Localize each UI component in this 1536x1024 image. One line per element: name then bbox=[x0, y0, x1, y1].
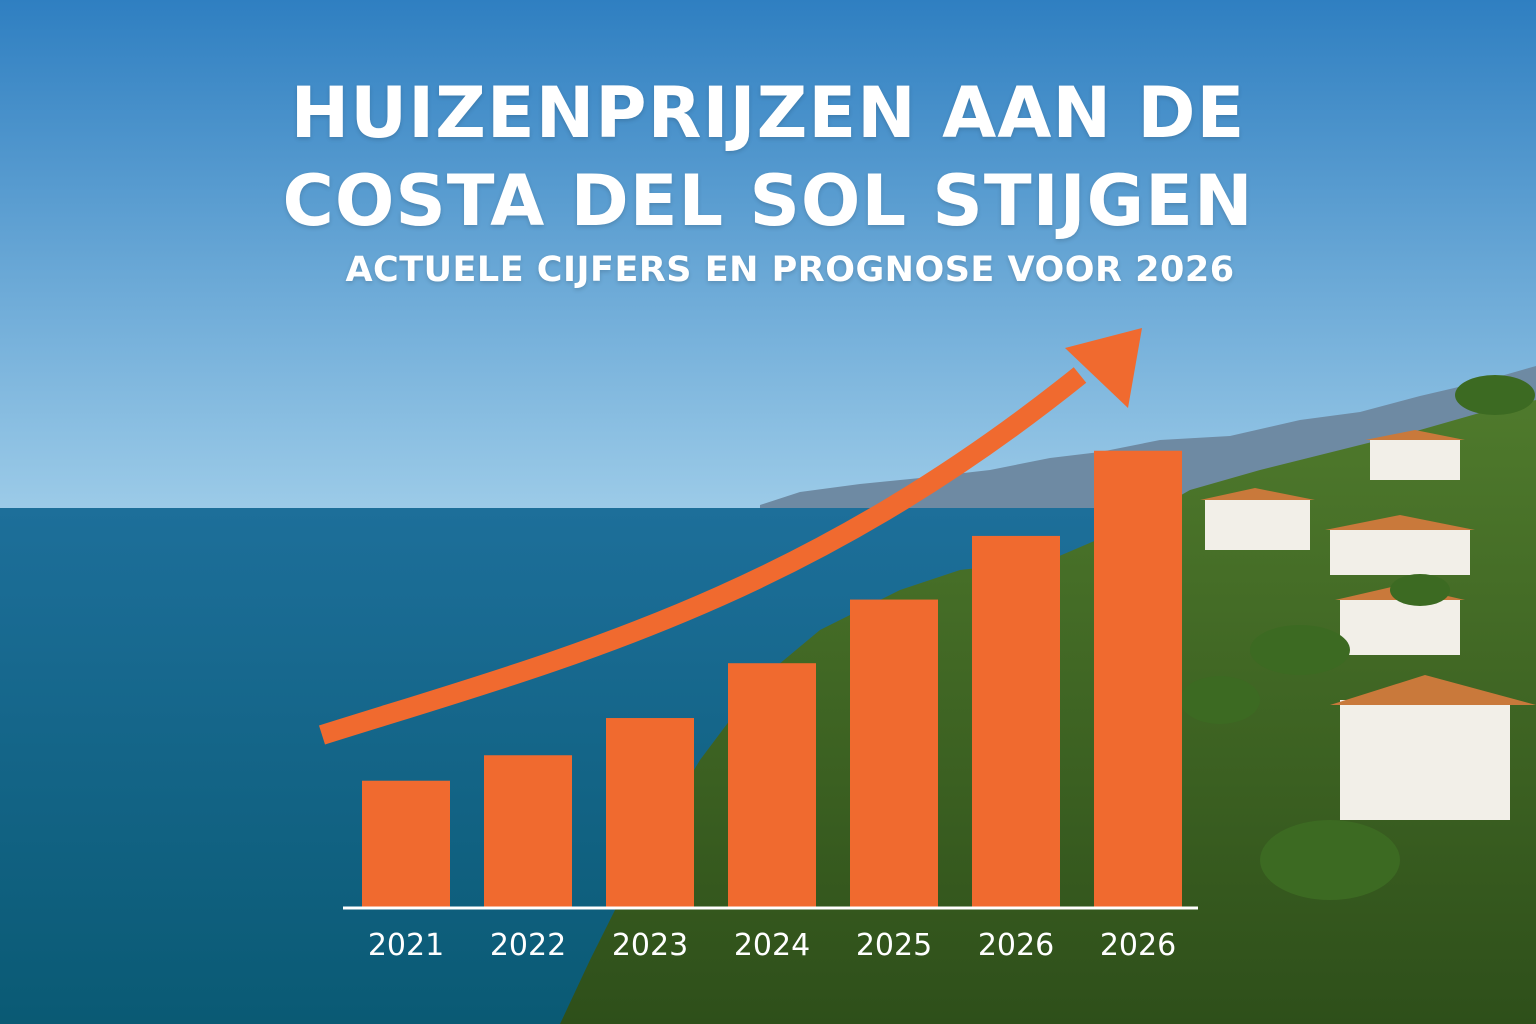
trend-arrow-head bbox=[1065, 328, 1142, 408]
x-tick-label-5: 2026 bbox=[978, 928, 1054, 963]
x-tick-label-2: 2023 bbox=[612, 928, 688, 963]
bar-1 bbox=[484, 755, 572, 908]
bars-group bbox=[362, 450, 1182, 908]
title-line-1: HUIZENPRIJZEN AAN DE bbox=[290, 72, 1246, 154]
bar-4 bbox=[850, 599, 938, 908]
x-tick-label-1: 2022 bbox=[490, 928, 566, 963]
bar-2 bbox=[606, 718, 694, 908]
x-tick-label-0: 2021 bbox=[368, 928, 444, 963]
bar-6 bbox=[1094, 450, 1182, 908]
x-tick-label-4: 2025 bbox=[856, 928, 932, 963]
trend-arrow bbox=[318, 328, 1142, 745]
palm-trees bbox=[1180, 375, 1535, 900]
x-tick-label-6: 2026 bbox=[1100, 928, 1176, 963]
trend-arrow-shaft bbox=[318, 367, 1087, 745]
bar-0 bbox=[362, 780, 450, 908]
x-tick-label-3: 2024 bbox=[734, 928, 810, 963]
subtitle: ACTUELE CIJFERS EN PROGNOSE VOOR 2026 bbox=[345, 250, 1235, 290]
villas bbox=[1205, 440, 1510, 820]
tick-labels-group: 2021 2022 2023 2024 2025 2026 2026 bbox=[368, 928, 1176, 963]
bar-5 bbox=[972, 535, 1060, 908]
bar-3 bbox=[728, 663, 816, 908]
title-line-2: COSTA DEL SOL STIJGEN bbox=[282, 160, 1254, 242]
